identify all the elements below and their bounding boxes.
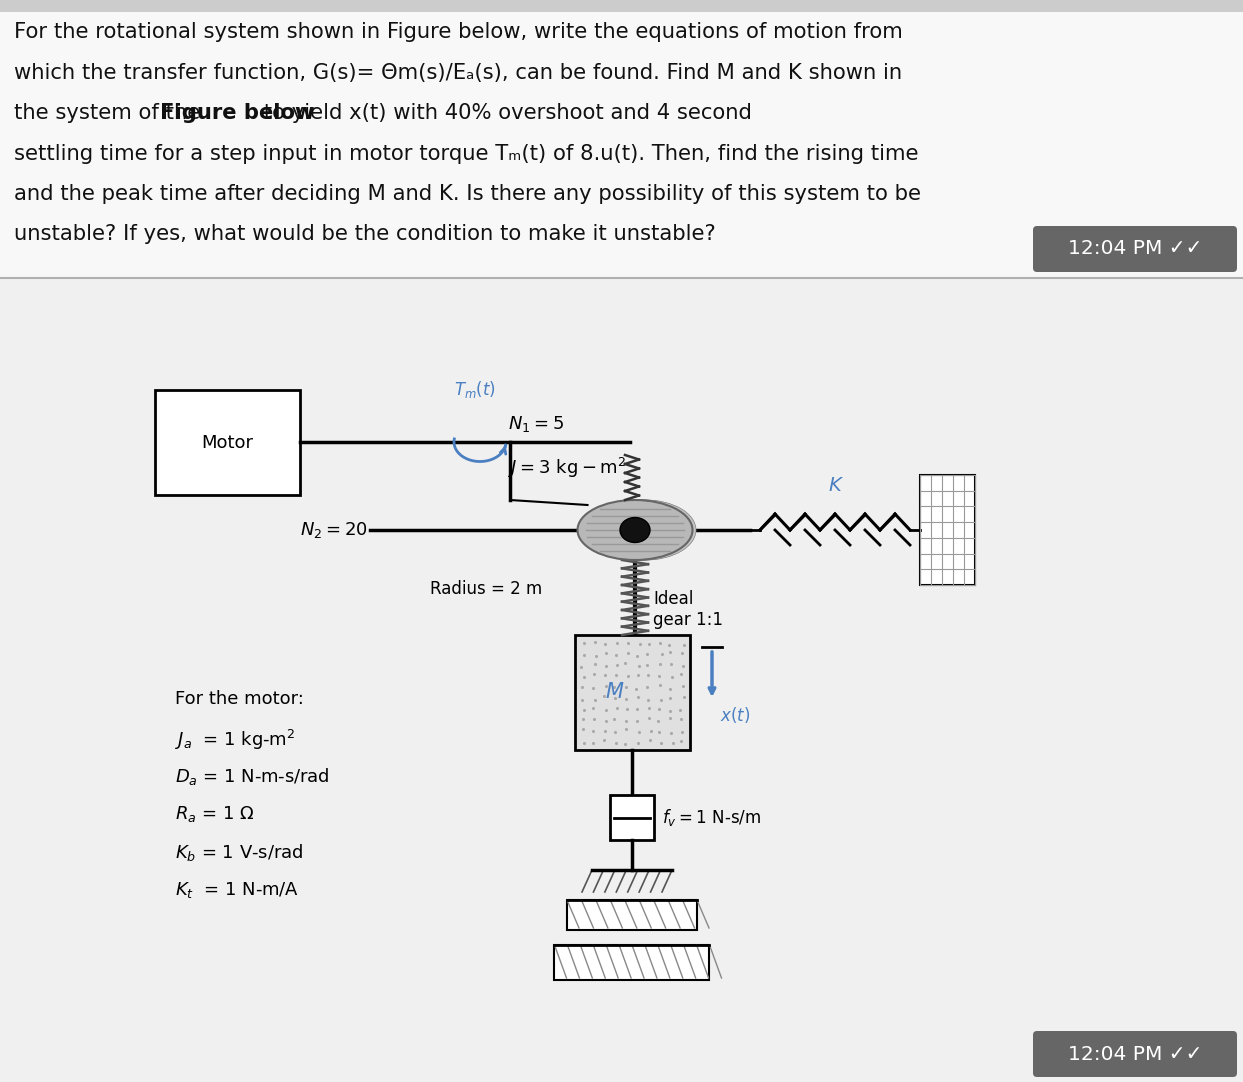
Ellipse shape [590, 500, 695, 560]
Text: 12:04 PM ✓✓: 12:04 PM ✓✓ [1068, 1044, 1202, 1064]
Text: Motor: Motor [201, 434, 254, 451]
Text: $K_t$  = 1 N-m/A: $K_t$ = 1 N-m/A [175, 880, 300, 900]
Text: Figure below: Figure below [160, 103, 314, 123]
Text: to yield x(t) with 40% overshoot and 4 second: to yield x(t) with 40% overshoot and 4 s… [257, 103, 752, 123]
Text: M: M [605, 683, 624, 702]
Text: $R_a$ = 1 $\Omega$: $R_a$ = 1 $\Omega$ [175, 804, 255, 824]
Text: $f_v = 1\ \mathrm{N\text{-}s/m}$: $f_v = 1\ \mathrm{N\text{-}s/m}$ [663, 807, 761, 828]
Ellipse shape [620, 517, 650, 542]
Text: unstable? If yes, what would be the condition to make it unstable?: unstable? If yes, what would be the cond… [14, 224, 716, 245]
Bar [920, 475, 975, 585]
Text: and the peak time after deciding M and K. Is there any possibility of this syste: and the peak time after deciding M and K… [14, 184, 921, 204]
Bar [554, 945, 710, 980]
Text: $D_a$ = 1 N-m-s/rad: $D_a$ = 1 N-m-s/rad [175, 766, 329, 787]
Text: $x(t)$: $x(t)$ [720, 705, 751, 725]
Ellipse shape [595, 500, 696, 560]
FancyBboxPatch shape [1033, 226, 1237, 272]
Ellipse shape [583, 500, 694, 560]
Ellipse shape [593, 500, 696, 560]
Bar [155, 390, 300, 494]
Text: $K_b$ = 1 V-s/rad: $K_b$ = 1 V-s/rad [175, 842, 303, 863]
Text: Radius = 2 m: Radius = 2 m [430, 580, 542, 598]
Text: the system of the: the system of the [14, 103, 208, 123]
Text: $J = 3\ \mathrm{kg{\rm -}m^2}$: $J = 3\ \mathrm{kg{\rm -}m^2}$ [508, 456, 626, 480]
Bar [0, 278, 1243, 1082]
Text: $N_1 = 5$: $N_1 = 5$ [508, 414, 564, 434]
Text: settling time for a step input in motor torque Tₘ(t) of 8.u(t). Then, find the r: settling time for a step input in motor … [14, 144, 919, 163]
Ellipse shape [588, 500, 695, 560]
Text: 12:04 PM ✓✓: 12:04 PM ✓✓ [1068, 239, 1202, 259]
Ellipse shape [578, 500, 692, 560]
Text: which the transfer function, G(s)= Θm(s)/Eₐ(s), can be found. Find M and K shown: which the transfer function, G(s)= Θm(s)… [14, 63, 902, 82]
Text: $T_m(t)$: $T_m(t)$ [454, 379, 496, 400]
Text: K: K [829, 476, 842, 494]
Ellipse shape [585, 500, 694, 560]
Bar [0, 0, 1243, 278]
Bar [610, 795, 654, 840]
Text: $J_a$  = 1 kg-m$^2$: $J_a$ = 1 kg-m$^2$ [175, 728, 296, 752]
Bar [0, 0, 1243, 12]
Bar [576, 635, 690, 750]
Text: For the motor:: For the motor: [175, 690, 303, 708]
Bar [567, 900, 697, 931]
Text: For the rotational system shown in Figure below, write the equations of motion f: For the rotational system shown in Figur… [14, 22, 902, 42]
Ellipse shape [580, 500, 694, 560]
Text: Ideal
gear 1:1: Ideal gear 1:1 [653, 590, 723, 629]
FancyBboxPatch shape [1033, 1031, 1237, 1077]
Text: $N_2 = 20$: $N_2 = 20$ [301, 520, 368, 540]
